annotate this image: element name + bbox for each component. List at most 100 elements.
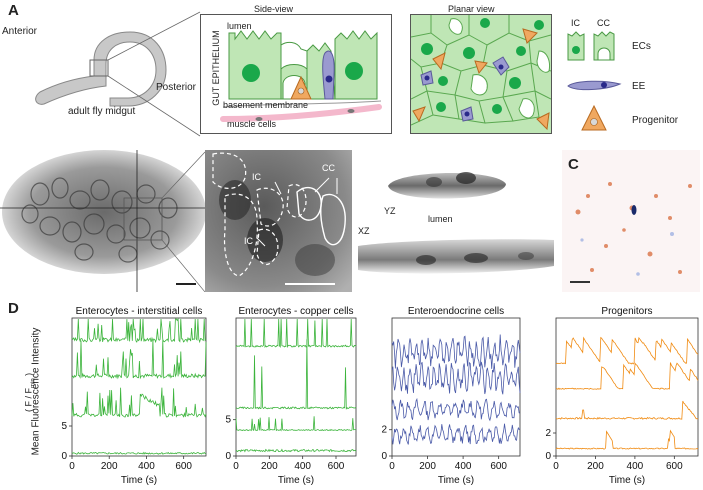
- chart-title: Progenitors: [601, 306, 652, 317]
- x-tick-label: 200: [419, 461, 436, 472]
- x-tick-label: 400: [455, 461, 472, 472]
- panel-d-ylabel-units: ( F / Fmin ): [24, 352, 37, 432]
- ic-label-bottom: IC: [244, 236, 253, 246]
- x-tick-label: 400: [294, 461, 311, 472]
- ylabel-units-close: ): [23, 372, 34, 379]
- x-tick-label: 0: [69, 461, 75, 472]
- legend-ic-label: IC: [571, 18, 580, 28]
- y-tick-label: 2: [381, 425, 387, 436]
- legend-cc-label: CC: [597, 18, 610, 28]
- x-tick-label: 600: [328, 461, 345, 472]
- yz-view-image: [388, 172, 506, 199]
- x-tick-label: 0: [233, 461, 239, 472]
- plot-frame: [235, 317, 357, 457]
- epithelium-label: GUT EPITHELIUM: [211, 30, 221, 106]
- panel-c-letter: C: [568, 156, 579, 173]
- yz-label: YZ: [384, 206, 396, 216]
- legend-progenitor-icon: [581, 104, 607, 131]
- chart-svg-0: Enterocytes - interstitial cells 0 200 400 6…: [61, 306, 207, 486]
- series-line-1: [391, 334, 521, 369]
- x-axis-label: Time (s): [609, 475, 645, 486]
- y-tick-label: 2: [545, 428, 551, 439]
- series-line-1: [235, 318, 357, 349]
- x-tick-label: 0: [553, 461, 559, 472]
- chart-title: Enteroendocrine cells: [408, 306, 504, 317]
- panel-b-overview-image: [0, 150, 205, 292]
- plot-frame: [71, 317, 207, 457]
- x-tick-label: 200: [261, 461, 278, 472]
- series-line-3: [235, 416, 357, 432]
- plot-frame: [391, 317, 521, 457]
- ylabel-units-sub: min: [30, 378, 37, 388]
- xz-view-image: [358, 239, 554, 274]
- y-tick-label: 0: [545, 451, 551, 462]
- series-line-4: [391, 423, 521, 445]
- series-line-1: [555, 336, 699, 365]
- panel-a-letter: A: [8, 2, 19, 19]
- x-tick-label: 400: [138, 461, 155, 472]
- plot-frame: [555, 317, 699, 457]
- y-tick-label: 0: [225, 451, 231, 462]
- lumen-b-label: lumen: [428, 214, 453, 224]
- series-line-3: [391, 397, 521, 422]
- zoom-lines: [108, 11, 201, 137]
- xz-label: XZ: [358, 226, 370, 236]
- basement-membrane-label: basement membrane: [223, 100, 309, 110]
- x-axis-label: Time (s): [278, 475, 314, 486]
- y-tick-label: 5: [225, 415, 231, 426]
- series-line-4: [71, 451, 207, 455]
- chart-copper-cells: Enterocytes - copper cells 0 200 400 600 Time…: [214, 304, 360, 490]
- chart-progenitors: Progenitors 0 200 400 600 Time (s) 0 2: [534, 304, 702, 490]
- legend-ec-icons: [567, 31, 615, 61]
- chart-title: Enterocytes - copper cells: [238, 306, 353, 317]
- cc-label: CC: [322, 163, 335, 173]
- series-line-2: [71, 339, 207, 380]
- planar-view-diagram: [411, 15, 551, 131]
- series-line-4: [555, 429, 699, 450]
- series-line-2: [556, 362, 699, 390]
- x-axis-label: Time (s): [438, 475, 474, 486]
- chart-svg-2: Enteroendocrine cells 0 200 400 600 Time (s) 0…: [381, 306, 521, 486]
- y-tick-label: 0: [61, 451, 67, 462]
- ylabel-units-open: ( F / F: [23, 387, 34, 412]
- x-tick-label: 600: [175, 461, 192, 472]
- legend-ecs-label: ECs: [632, 41, 651, 52]
- series-line-1: [71, 317, 207, 344]
- series-line-3: [555, 400, 699, 420]
- chart-svg-1: Enterocytes - copper cells 0 200 400 600 Time…: [225, 306, 357, 486]
- chart-svg-3: Progenitors 0 200 400 600 Time (s) 0 2: [545, 306, 699, 486]
- x-tick-label: 400: [627, 461, 644, 472]
- organ-label: adult fly midgut: [68, 106, 136, 117]
- lumen-label: lumen: [227, 21, 252, 31]
- series-line-4: [235, 448, 357, 453]
- muscle-cells-label: muscle cells: [227, 119, 277, 129]
- series-line-2: [235, 339, 357, 410]
- posterior-label: Posterior: [156, 82, 197, 93]
- chart-title: Enterocytes - interstitial cells: [76, 306, 203, 317]
- series-line-3: [71, 387, 207, 418]
- y-tick-label: 0: [381, 451, 387, 462]
- side-view-box: lumen GUT EPITHELIUM basement membrane m…: [200, 14, 392, 134]
- x-tick-label: 200: [587, 461, 604, 472]
- side-view-title: Side-view: [254, 4, 294, 14]
- series-line-2: [391, 361, 521, 395]
- x-tick-label: 600: [666, 461, 683, 472]
- panel-d-letter: D: [8, 300, 19, 317]
- x-tick-label: 600: [490, 461, 507, 472]
- ic-label-top: IC: [252, 172, 261, 182]
- panel-b-zoom-image: [205, 150, 352, 292]
- legend-ee-label: EE: [632, 81, 646, 92]
- planar-view-box: [410, 14, 552, 134]
- x-tick-label: 0: [389, 461, 395, 472]
- chart-interstitial-cells: Enterocytes - interstitial cells 0 200 400 6…: [50, 304, 210, 490]
- y-tick-label: 5: [61, 421, 67, 432]
- chart-enteroendocrine-cells: Enteroendocrine cells 0 200 400 600 Time (s) 0…: [370, 304, 524, 490]
- x-axis-label: Time (s): [121, 475, 157, 486]
- x-tick-label: 200: [101, 461, 118, 472]
- planar-view-title: Planar view: [448, 4, 495, 14]
- legend-progenitor-label: Progenitor: [632, 115, 679, 126]
- side-view-diagram: [220, 30, 382, 122]
- panel-c-dots: [570, 182, 692, 283]
- panel-c-image: [562, 150, 700, 292]
- anterior-label: Anterior: [2, 26, 38, 37]
